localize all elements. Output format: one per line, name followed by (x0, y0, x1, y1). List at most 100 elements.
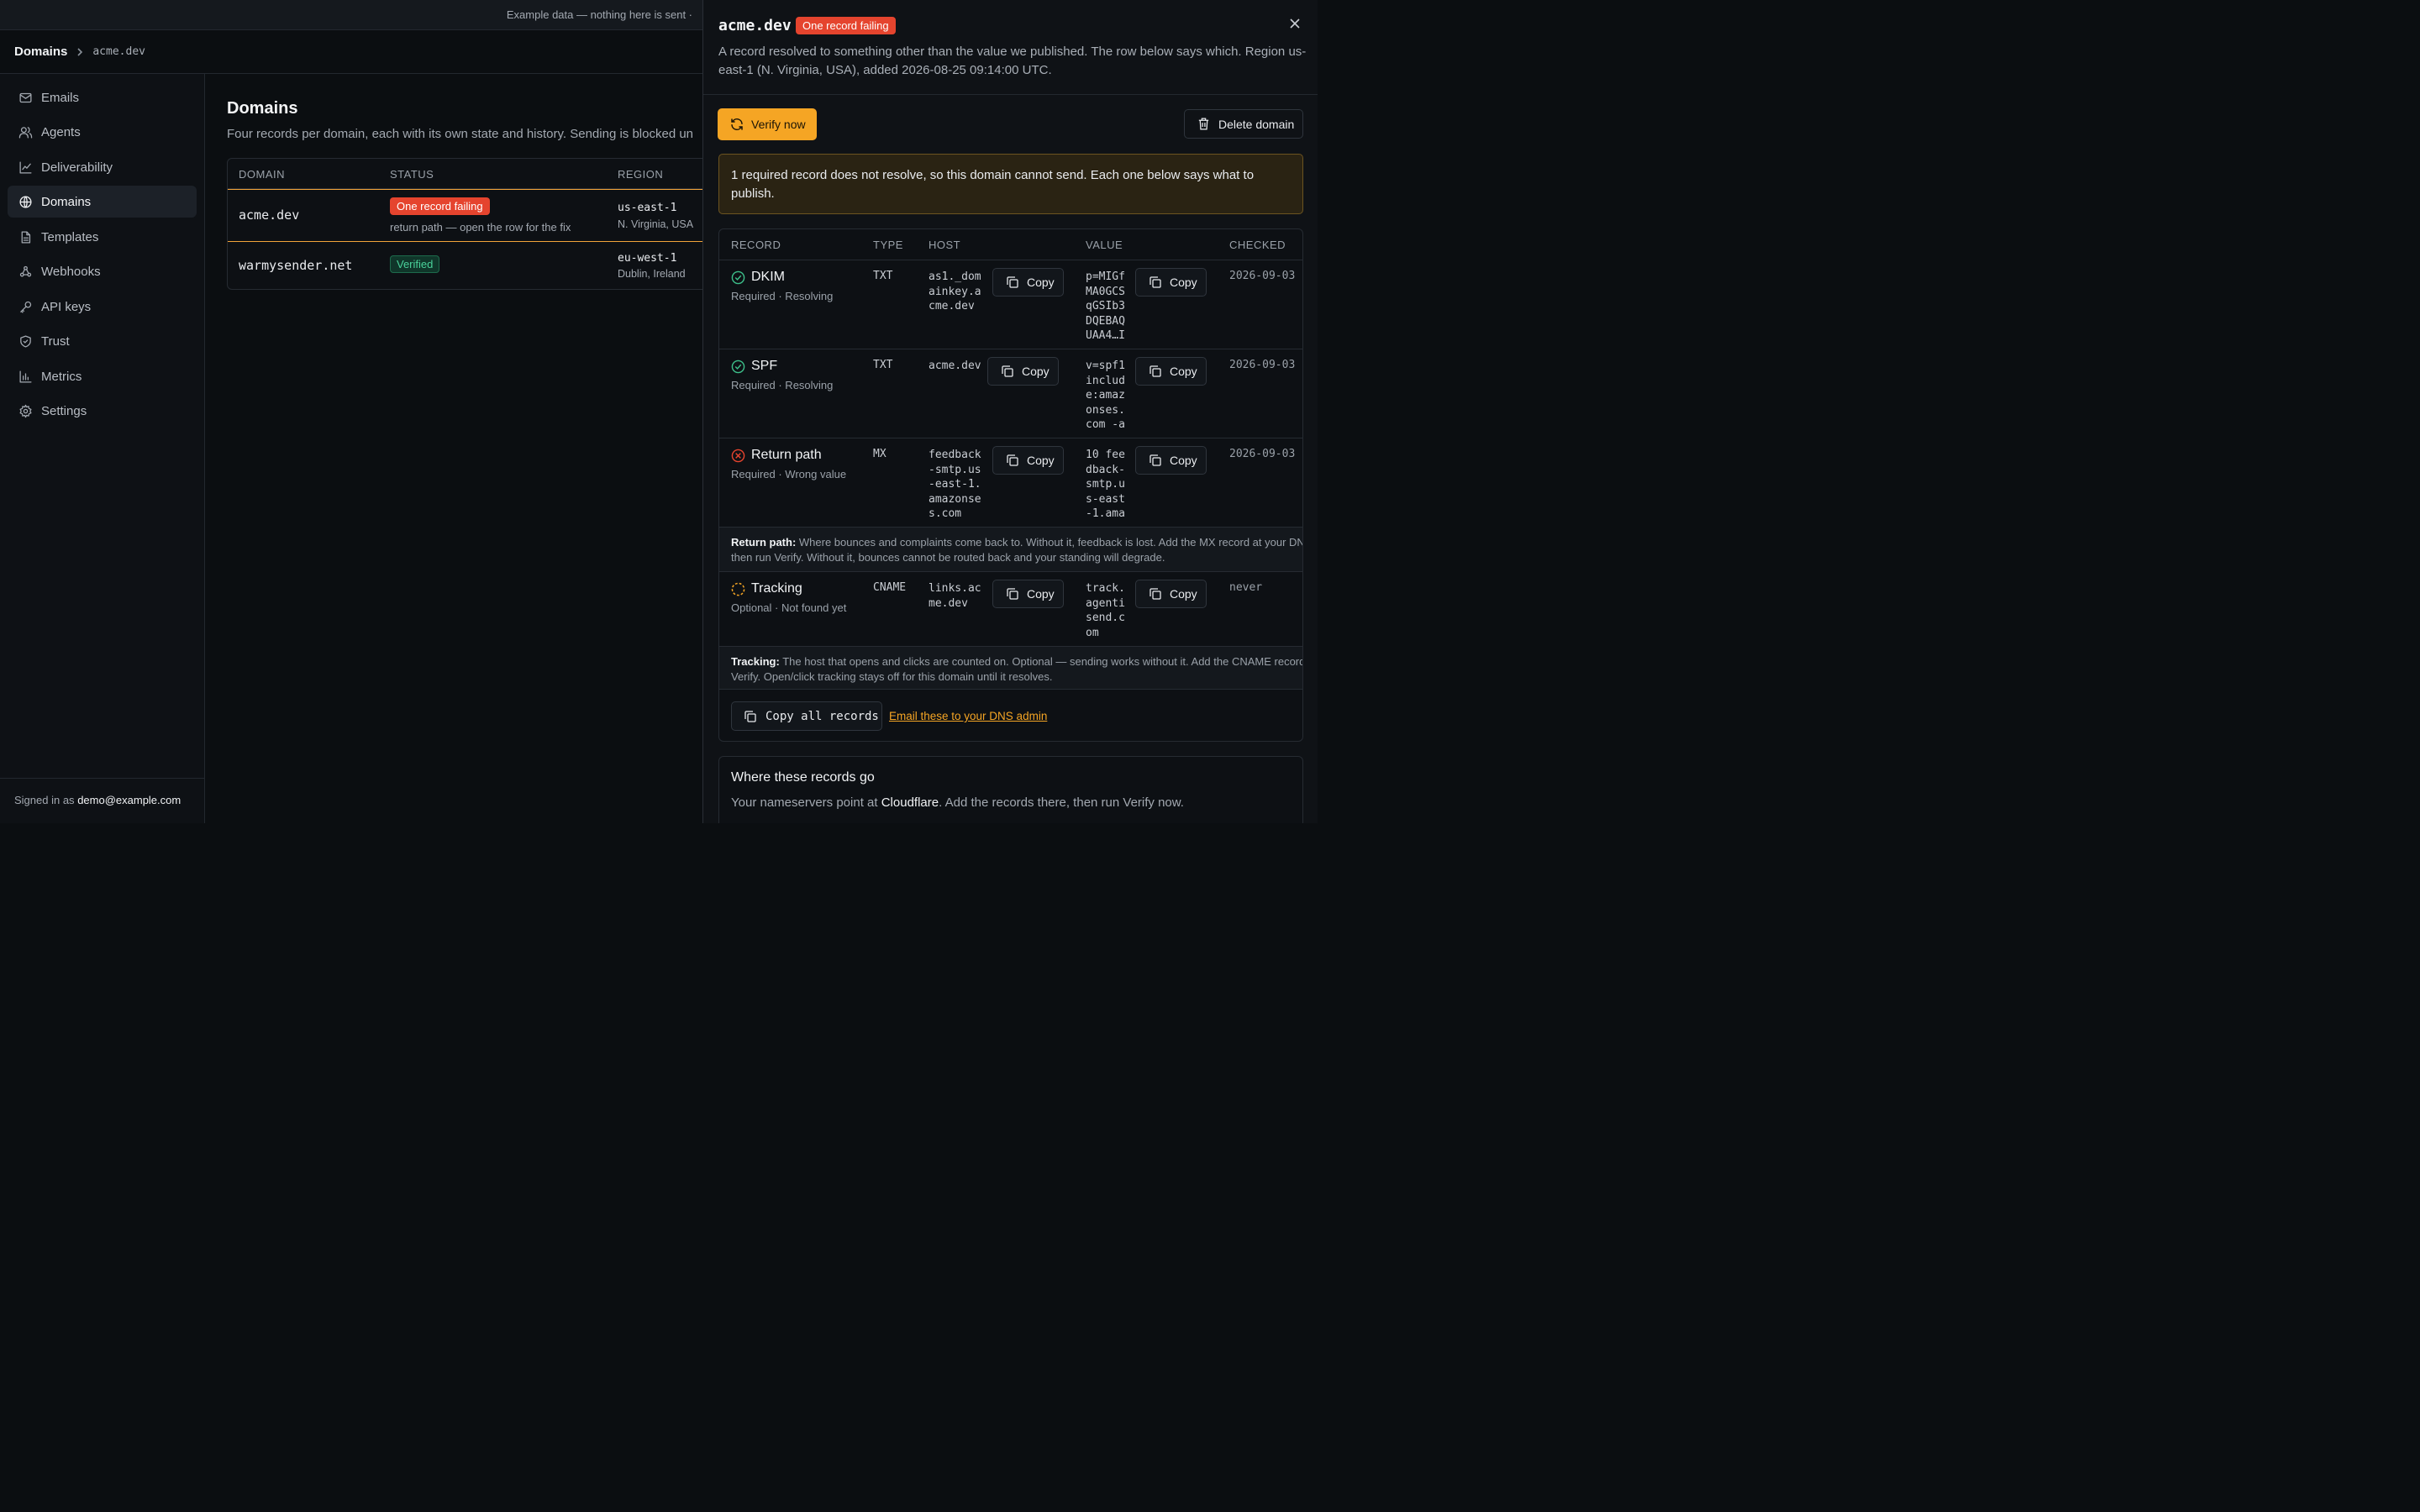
copy-icon (1007, 588, 1018, 600)
record-name: Tracking (751, 581, 802, 596)
status-badge: Verified (390, 255, 440, 273)
sidebar-item-label: Templates (41, 229, 99, 244)
email-dns-admin-link[interactable]: Email these to your DNS admin (889, 710, 1048, 722)
col-region: REGION (618, 168, 664, 181)
col-domain: DOMAIN (239, 168, 285, 181)
note-text: Where bounces and complaints come back t… (798, 536, 1302, 549)
record-name: SPF (751, 359, 778, 373)
copy-icon (1007, 454, 1018, 466)
key-icon (20, 301, 32, 313)
sidebar-item-trust[interactable]: Trust (8, 325, 197, 357)
record-row-return-path: Return path Required · Wrong value MX fe… (719, 438, 1302, 527)
copy-label: Copy (1022, 365, 1050, 378)
page-title: Domains (227, 99, 298, 118)
close-button[interactable] (1286, 15, 1303, 32)
copy-label: Copy (1170, 276, 1197, 289)
table-row[interactable]: warmysender.net Verified eu-west-1 Dubli… (228, 242, 702, 290)
col-record: RECORD (731, 239, 781, 251)
copy-all-label: Copy all records (765, 709, 879, 723)
table-header: RECORD TYPE HOST VALUE CHECKED (719, 229, 1302, 260)
sidebar-item-label: Deliverability (41, 160, 113, 175)
record-row-dkim: DKIM Required · Resolving TXT as1._domai… (719, 260, 1302, 349)
copy-value-button[interactable]: Copy (1135, 446, 1207, 475)
records-table: RECORD TYPE HOST VALUE CHECKED DKIM Requ… (718, 228, 1303, 742)
copy-host-button[interactable]: Copy (987, 357, 1059, 386)
sidebar-item-metrics[interactable]: Metrics (8, 360, 197, 392)
sidebar-item-label: Webhooks (41, 264, 101, 279)
table-row[interactable]: acme.dev One record failing return path … (228, 189, 702, 242)
check-circle-icon (731, 270, 745, 285)
copy-all-records-button[interactable]: Copy all records (731, 701, 882, 731)
region-code: us-east-1 (618, 202, 677, 214)
record-host: as1._domainkey.acme.dev (929, 270, 981, 312)
note-text: The host that opens and clicks are count… (782, 655, 1302, 668)
copy-icon (744, 710, 756, 722)
copy-icon (1150, 454, 1161, 466)
delete-domain-button[interactable]: Delete domain (1184, 109, 1303, 139)
shield-icon (20, 334, 31, 348)
where-records-go-card: Where these records go Your nameservers … (718, 756, 1303, 823)
region-name: N. Virginia, USA (618, 218, 694, 230)
sidebar-item-webhooks[interactable]: Webhooks (8, 255, 197, 287)
sidebar-item-templates[interactable]: Templates (8, 221, 197, 253)
copy-value-button[interactable]: Copy (1135, 580, 1207, 608)
globe-icon (19, 195, 32, 208)
sidebar-item-domains[interactable]: Domains (8, 186, 197, 218)
gear-icon (19, 404, 32, 417)
sidebar-item-label: API keys (41, 299, 92, 314)
signed-in-info: Signed in as demo@example.com (0, 778, 204, 823)
status-detail: return path — open the row for the fix (390, 221, 571, 234)
verify-now-button[interactable]: Verify now (718, 108, 817, 140)
sidebar-item-emails[interactable]: Emails (8, 81, 197, 113)
record-checked: never (1229, 581, 1263, 594)
sidebar-item-label: Domains (41, 194, 92, 209)
main-content: Domains Four records per domain, each wi… (205, 74, 702, 823)
breadcrumb-root[interactable]: Domains (14, 45, 68, 59)
note-label: Return path: (731, 536, 797, 549)
sidebar-item-agents[interactable]: Agents (8, 116, 197, 148)
col-type: TYPE (873, 239, 903, 251)
record-type: TXT (873, 359, 893, 371)
col-status: STATUS (390, 168, 434, 181)
record-value: p=MIGfMA0GCSqGSIb3DQEBAQUAA4…I (1086, 270, 1125, 342)
sidebar-item-deliverability[interactable]: Deliverability (8, 151, 197, 183)
record-row-tracking: Tracking Optional · Not found yet CNAME … (719, 572, 1302, 646)
where-title: Where these records go (731, 770, 875, 785)
copy-host-button[interactable]: Copy (992, 446, 1064, 475)
record-state: Optional · Not found yet (731, 601, 847, 614)
record-name: Return path (751, 448, 822, 462)
x-circle-icon (731, 449, 745, 463)
domains-table: DOMAIN STATUS REGION acme.dev One record… (227, 158, 702, 290)
mail-icon (19, 92, 32, 102)
signed-in-prefix: Signed in as (14, 794, 75, 806)
copy-label: Copy (1027, 276, 1055, 289)
sidebar-item-label: Metrics (41, 369, 82, 384)
status-badge: One record failing (390, 197, 490, 215)
page-subtitle: Four records per domain, each with its o… (227, 127, 694, 141)
breadcrumb-current: acme.dev (92, 45, 145, 58)
record-type: CNAME (873, 581, 907, 594)
copy-icon (1150, 365, 1161, 377)
users-icon (18, 126, 33, 139)
domain-name: acme.dev (239, 207, 300, 223)
chart-line-icon (19, 160, 32, 174)
note-label: Tracking: (731, 655, 780, 668)
check-circle-icon (731, 360, 745, 374)
sidebar-item-label: Emails (41, 90, 80, 105)
copy-value-button[interactable]: Copy (1135, 268, 1207, 297)
sidebar-item-api-keys[interactable]: API keys (8, 291, 197, 323)
copy-host-button[interactable]: Copy (992, 580, 1064, 608)
copy-value-button[interactable]: Copy (1135, 357, 1207, 386)
table-header: DOMAIN STATUS REGION (228, 159, 702, 189)
copy-label: Copy (1027, 587, 1055, 601)
record-type: TXT (873, 270, 893, 282)
copy-icon (1007, 276, 1018, 288)
sidebar: Emails Agents Deliverability Domains Tem… (0, 74, 205, 823)
record-value: v=spf1 include:amazonses.com -a (1086, 360, 1125, 431)
breadcrumb: Domains acme.dev (0, 30, 702, 74)
copy-label: Copy (1170, 454, 1197, 467)
copy-host-button[interactable]: Copy (992, 268, 1064, 297)
webhook-icon (19, 265, 32, 276)
record-checked: 2026-09-03 (1229, 448, 1296, 460)
sidebar-item-settings[interactable]: Settings (8, 395, 197, 427)
